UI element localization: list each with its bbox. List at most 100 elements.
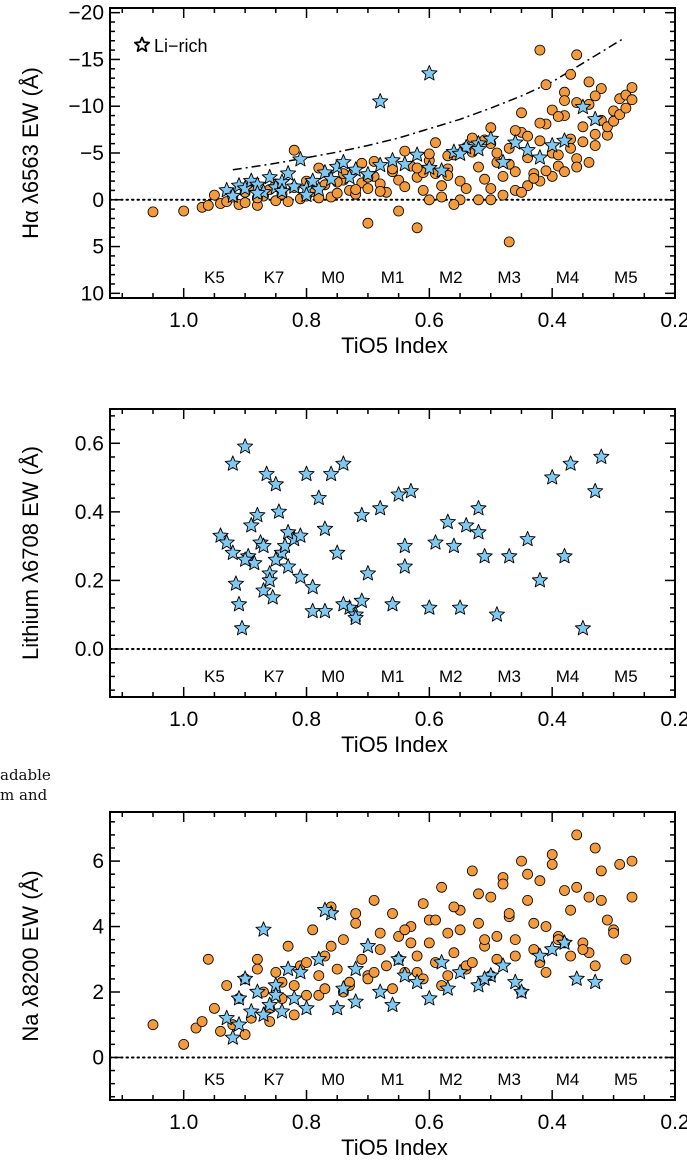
- data-point-star: [292, 963, 309, 980]
- data-point-circle: [522, 868, 533, 880]
- y-tick-label: −10: [68, 95, 104, 118]
- data-point-star: [476, 547, 493, 564]
- data-point-star: [310, 489, 327, 506]
- data-point-star: [286, 990, 303, 1006]
- data-point-circle: [337, 934, 349, 945]
- data-point-circle: [509, 166, 521, 178]
- data-point-star: [286, 178, 303, 194]
- data-point-circle: [589, 90, 601, 102]
- data-point-circle: [589, 140, 601, 151]
- data-point-star: [237, 438, 254, 454]
- data-point-star: [316, 602, 334, 619]
- data-point-circle: [221, 980, 233, 991]
- data-point-circle: [620, 102, 632, 114]
- data-point-circle: [442, 970, 454, 981]
- data-point-star: [451, 963, 469, 980]
- data-point-star: [304, 172, 321, 188]
- data-point-star: [568, 970, 585, 986]
- data-point-star: [531, 149, 548, 165]
- data-point-circle: [251, 953, 263, 965]
- data-points: [147, 829, 638, 1050]
- data-point-star: [218, 1009, 235, 1026]
- x-tick-label: 0.6: [415, 1111, 444, 1134]
- data-point-circle: [503, 236, 515, 248]
- data-point-circle: [522, 130, 533, 142]
- data-point-star: [353, 506, 370, 523]
- data-point-star: [347, 609, 364, 626]
- data-point-star: [372, 983, 389, 999]
- y-tick-label: −5: [80, 142, 104, 165]
- data-point-circle: [448, 901, 460, 913]
- spectral-type-label: M0: [321, 268, 345, 287]
- data-point-star: [298, 465, 315, 482]
- data-point-circle: [540, 165, 552, 177]
- data-point-star: [249, 184, 266, 201]
- data-point-star: [270, 503, 287, 519]
- data-point-circle: [614, 109, 626, 120]
- data-point-circle: [239, 1029, 251, 1040]
- data-point-star: [212, 527, 229, 543]
- data-point-circle: [411, 162, 423, 174]
- x-tick-label: 0.8: [292, 1111, 321, 1134]
- data-point-circle: [282, 940, 294, 952]
- data-point-star: [513, 983, 530, 999]
- data-point-star: [255, 582, 272, 598]
- data-point-circle: [522, 180, 533, 192]
- caption-fragment-2: m and: [0, 786, 48, 804]
- data-point-star: [280, 165, 297, 181]
- data-point-circle: [571, 161, 583, 173]
- data-point-circle: [626, 891, 638, 903]
- data-point-star: [347, 993, 364, 1009]
- data-point-star: [341, 168, 358, 185]
- data-point-circle: [239, 197, 251, 209]
- data-point-circle: [270, 195, 282, 207]
- data-point-circle: [374, 944, 386, 955]
- data-point-star: [402, 482, 419, 499]
- data-point-star: [451, 599, 469, 615]
- data-point-star: [470, 523, 487, 540]
- data-point-star: [230, 990, 248, 1006]
- data-point-circle: [516, 186, 527, 198]
- data-point-circle: [350, 184, 362, 195]
- data-point-circle: [448, 947, 460, 959]
- data-point-circle: [356, 953, 368, 965]
- data-point-star: [507, 134, 524, 150]
- data-point-circle: [399, 181, 411, 193]
- spectral-type-label: M1: [381, 268, 405, 287]
- data-point-star: [531, 947, 548, 963]
- y-tick-label: 2: [92, 981, 104, 1004]
- data-point-circle: [319, 983, 331, 995]
- data-point-circle: [454, 924, 466, 936]
- data-point-star: [335, 455, 352, 471]
- x-tick-label: 0.2: [660, 309, 687, 332]
- data-point-circle: [147, 1019, 159, 1031]
- data-point-circle: [491, 931, 503, 942]
- data-point-circle: [559, 885, 570, 896]
- data-point-star: [310, 181, 327, 197]
- data-point-star: [280, 960, 297, 977]
- data-point-circle: [436, 881, 448, 893]
- data-point-circle: [559, 166, 570, 178]
- x-axis-label: TiO5 Index: [341, 732, 448, 757]
- data-point-circle: [399, 145, 411, 157]
- data-point-star: [267, 986, 284, 1003]
- data-point-circle: [430, 914, 441, 926]
- data-point-circle: [362, 973, 374, 985]
- y-tick-label: 0: [92, 189, 104, 212]
- data-point-circle: [552, 149, 564, 161]
- data-point-star: [298, 999, 315, 1016]
- data-point-circle: [178, 205, 190, 217]
- spectral-type-label: M0: [321, 1070, 345, 1089]
- data-point-star: [494, 153, 512, 170]
- data-point-circle: [454, 175, 466, 187]
- data-point-star: [359, 166, 376, 182]
- data-point-star: [470, 499, 487, 516]
- data-point-star: [359, 937, 376, 954]
- data-point-star: [421, 159, 438, 175]
- data-point-star: [396, 537, 413, 554]
- data-point-circle: [540, 967, 552, 978]
- x-tick-label: 0.4: [538, 1111, 568, 1134]
- x-tick-label: 1.0: [169, 309, 198, 332]
- data-point-circle: [288, 1009, 300, 1021]
